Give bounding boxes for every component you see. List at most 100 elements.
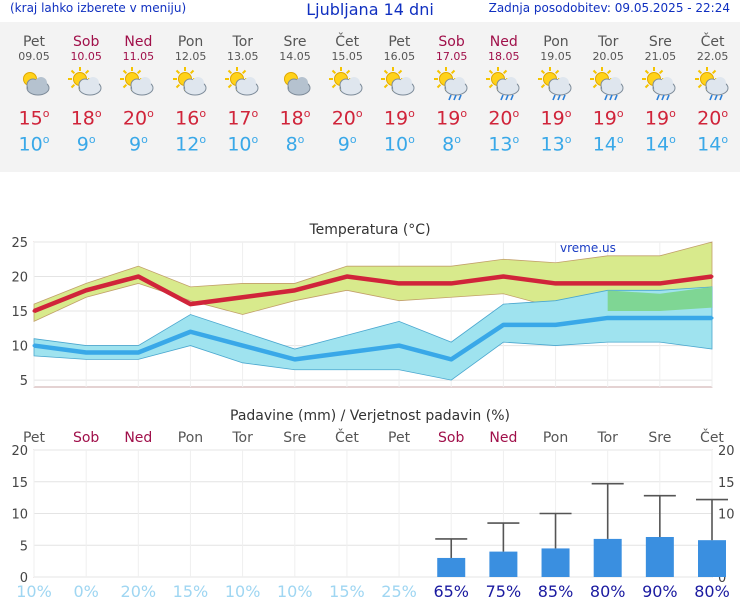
forecast-strip: Pet 09.05 15o 10o Sob 10.05 18o 9o Ned 11.05 20o 9o… xyxy=(0,22,740,172)
temp-max-value: 20 xyxy=(488,107,513,130)
x-tick-label: Čet xyxy=(700,428,724,446)
temp-max: 19o xyxy=(582,107,634,129)
sun-cloud-icon xyxy=(373,67,425,103)
max-temp-point xyxy=(554,281,558,285)
probability-label: 65% xyxy=(433,582,469,600)
day-name: Ned xyxy=(489,34,518,50)
temp-max-value: 20 xyxy=(697,107,722,130)
max-temp-point xyxy=(397,281,401,285)
temp-max: 15o xyxy=(8,107,60,129)
min-temp-point xyxy=(449,357,453,361)
precip-bar xyxy=(541,548,570,577)
temp-max: 20o xyxy=(478,107,530,129)
probability-label: 0% xyxy=(73,582,98,600)
day-column: Čet 22.05 20o 14o xyxy=(687,22,739,156)
chart-title: Padavine (mm) / Verjetnost padavin (%) xyxy=(230,408,510,424)
probability-label: 10% xyxy=(16,582,52,600)
x-tick-label: Pet xyxy=(388,430,411,446)
day-name: Sob xyxy=(73,34,100,50)
x-tick-label: Sre xyxy=(648,430,671,446)
temp-min-value: 14 xyxy=(644,133,670,156)
max-temp-point xyxy=(345,275,349,279)
degree-sign: o xyxy=(94,107,102,120)
max-temp-point xyxy=(710,275,714,279)
day-column: Pet 16.05 19o 10o xyxy=(373,22,425,156)
degree-sign: o xyxy=(721,133,729,147)
temp-min-value: 10 xyxy=(18,133,43,156)
degree-sign: o xyxy=(454,133,461,147)
temp-max: 18o xyxy=(60,107,112,129)
min-temp-point xyxy=(84,350,88,354)
temp-min: 8o xyxy=(269,133,321,155)
max-temp-point xyxy=(293,288,297,292)
temp-min: 14o xyxy=(582,133,634,155)
day-column: Sre 21.05 19o 14o xyxy=(634,22,686,156)
temp-min-value: 8 xyxy=(285,133,298,156)
degree-sign: o xyxy=(42,133,50,147)
watermark: vreme.us xyxy=(560,241,616,255)
day-name: Čet xyxy=(335,34,360,50)
temp-min: 10o xyxy=(217,133,269,155)
temp-min: 10o xyxy=(8,133,60,155)
day-name: Tor xyxy=(232,34,254,50)
day-column: Ned 11.05 20o 9o xyxy=(112,22,164,156)
min-temp-point xyxy=(606,316,610,320)
precip-bar xyxy=(593,538,622,577)
sun-rain-icon xyxy=(634,67,686,103)
min-temp-line xyxy=(33,315,712,362)
temp-max: 17o xyxy=(217,107,269,129)
temp-min: 14o xyxy=(687,133,739,155)
max-temp-point xyxy=(606,281,610,285)
temp-min-value: 9 xyxy=(76,133,89,156)
probability-label: 80% xyxy=(590,582,626,600)
temp-min-value: 9 xyxy=(337,133,350,156)
temp-min-value: 10 xyxy=(227,133,252,156)
y-tick-label: 0 xyxy=(20,571,28,586)
day-name: Čet xyxy=(700,34,725,50)
x-tick-label: Sre xyxy=(283,430,306,446)
x-tick-label: Tor xyxy=(231,430,253,446)
temp-max-value: 15 xyxy=(18,107,43,130)
max-temp-point xyxy=(501,275,505,279)
y-tick-label-right: 20 xyxy=(718,444,735,459)
y-tick-label: 10 xyxy=(11,340,28,355)
location-hint[interactable]: (kraj lahko izberete v meniju) xyxy=(10,1,187,15)
sun-cloud-icon xyxy=(112,67,164,103)
degree-sign: o xyxy=(512,107,520,120)
temp-max-value: 20 xyxy=(331,107,356,130)
degree-sign: o xyxy=(721,107,729,120)
degree-sign: o xyxy=(669,107,676,120)
temp-max: 19o xyxy=(634,107,686,129)
temp-max-value: 17 xyxy=(227,107,252,130)
temp-max-value: 18 xyxy=(70,107,95,130)
temp-min: 14o xyxy=(634,133,686,155)
degree-sign: o xyxy=(349,133,357,147)
y-tick-label: 5 xyxy=(20,374,28,389)
max-temp-point xyxy=(136,275,140,279)
day-name: Pon xyxy=(177,34,204,50)
day-date: 19.05 xyxy=(540,50,572,63)
temp-min-value: 9 xyxy=(128,133,142,156)
day-column: Ned 18.05 20o 13o xyxy=(478,22,530,156)
max-temp-point xyxy=(188,302,192,306)
temp-min-value: 10 xyxy=(383,133,409,156)
day-date: 13.05 xyxy=(227,50,259,63)
precipitation-chart: Padavine (mm) / Verjetnost padavin (%) Pe… xyxy=(11,408,735,600)
x-tick-label: Ned xyxy=(124,430,152,446)
sun-cloud-icon xyxy=(321,67,373,103)
degree-sign: o xyxy=(141,133,148,147)
day-name: Pet xyxy=(388,34,411,50)
x-tick-label: Sob xyxy=(438,430,464,446)
degree-sign: o xyxy=(251,107,259,120)
temp-max-value: 19 xyxy=(592,107,617,130)
y-tick-label-right: 15 xyxy=(718,476,735,491)
probability-label: 25% xyxy=(381,582,417,600)
day-date: 20.05 xyxy=(592,50,624,63)
min-temp-point xyxy=(397,344,401,348)
temp-max: 19o xyxy=(530,107,582,129)
day-column: Pon 19.05 19o 13o xyxy=(530,22,582,156)
max-temp-point xyxy=(32,309,36,313)
precip-bar xyxy=(645,536,674,577)
probability-label: 80% xyxy=(694,582,730,600)
temp-min: 9o xyxy=(112,133,164,155)
